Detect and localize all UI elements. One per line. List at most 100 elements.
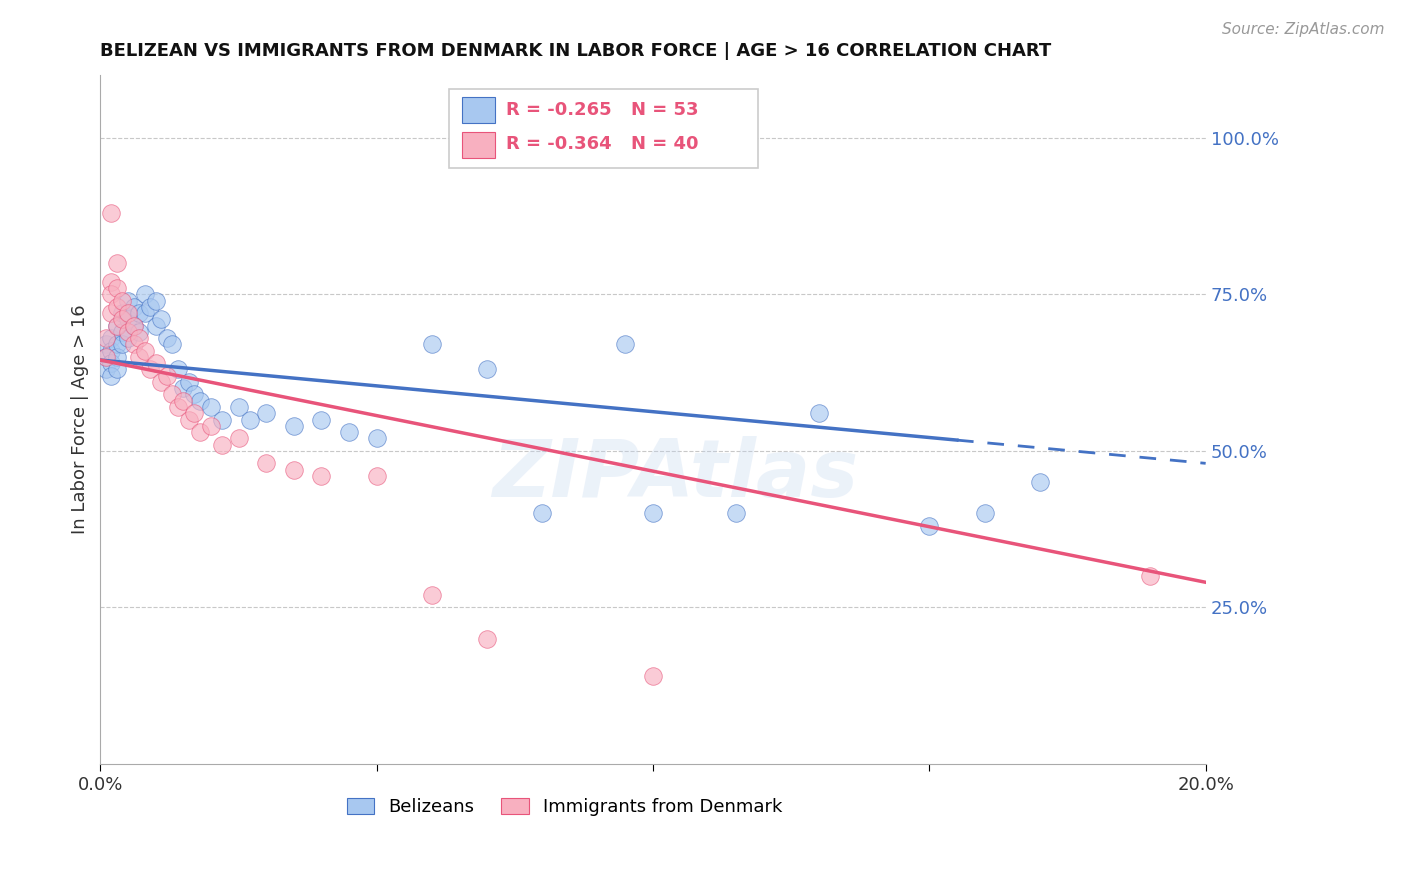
Point [177,375,200,389]
Point [183,406,205,420]
Point [105,350,128,364]
Point [122,300,145,314]
Point [117,325,139,339]
Point [100,356,122,370]
Point [166,362,188,376]
Point [94,350,117,364]
Point [111,306,134,320]
Point [94,362,117,376]
Point [117,306,139,320]
Point [200,400,222,414]
Point [139,362,162,376]
Point [807,406,830,420]
Point [100,343,122,358]
Point [420,337,443,351]
Point [366,468,388,483]
Point [139,300,162,314]
Text: BELIZEAN VS IMMIGRANTS FROM DENMARK IN LABOR FORCE | AGE > 16 CORRELATION CHART: BELIZEAN VS IMMIGRANTS FROM DENMARK IN L… [100,42,1052,60]
Point [150,375,173,389]
FancyBboxPatch shape [461,97,495,123]
Text: N = 40: N = 40 [631,135,699,153]
Text: N = 53: N = 53 [631,101,699,119]
Point [117,293,139,308]
Point [477,632,499,646]
Y-axis label: In Labor Force | Age > 16: In Labor Force | Age > 16 [72,305,89,534]
Point [134,343,156,358]
Point [211,412,233,426]
Point [150,312,173,326]
Point [100,275,122,289]
Point [973,507,995,521]
Point [111,312,134,326]
Point [420,588,443,602]
Point [254,456,277,470]
Point [254,406,277,420]
Point [188,425,211,439]
Point [337,425,360,439]
Point [641,669,664,683]
Point [134,306,156,320]
Point [100,287,122,301]
Point [122,337,145,351]
Point [105,256,128,270]
Point [128,306,150,320]
Point [477,362,499,376]
Point [94,350,117,364]
Point [134,287,156,301]
Text: R = -0.265: R = -0.265 [506,101,612,119]
Point [105,318,128,333]
Point [122,318,145,333]
Point [177,412,200,426]
Point [145,356,167,370]
Point [128,350,150,364]
Point [100,331,122,345]
Point [641,507,664,521]
FancyBboxPatch shape [461,132,495,158]
Point [366,431,388,445]
Point [117,312,139,326]
Point [1029,475,1052,489]
Point [128,325,150,339]
Point [172,393,194,408]
Point [160,387,183,401]
Point [1139,569,1161,583]
Text: ZIPAtlas: ZIPAtlas [492,435,858,514]
Point [128,331,150,345]
Point [160,337,183,351]
Point [283,418,305,433]
Point [156,331,179,345]
Point [311,412,333,426]
Point [166,400,188,414]
Point [111,325,134,339]
Point [283,462,305,476]
Point [105,337,128,351]
Point [145,318,167,333]
Point [228,431,250,445]
Point [531,507,554,521]
Point [105,362,128,376]
Point [122,318,145,333]
Point [94,337,117,351]
Point [117,331,139,345]
Point [172,381,194,395]
Point [724,507,747,521]
Text: Source: ZipAtlas.com: Source: ZipAtlas.com [1222,22,1385,37]
Legend: Belizeans, Immigrants from Denmark: Belizeans, Immigrants from Denmark [340,791,790,823]
Point [228,400,250,414]
Point [188,393,211,408]
Point [100,368,122,383]
Point [918,519,941,533]
FancyBboxPatch shape [449,89,758,169]
Point [111,293,134,308]
Point [183,387,205,401]
Point [156,368,179,383]
Point [105,300,128,314]
Point [105,281,128,295]
Point [311,468,333,483]
Point [100,306,122,320]
Text: R = -0.364: R = -0.364 [506,135,612,153]
Point [100,206,122,220]
Point [239,412,262,426]
Point [145,293,167,308]
Point [614,337,637,351]
